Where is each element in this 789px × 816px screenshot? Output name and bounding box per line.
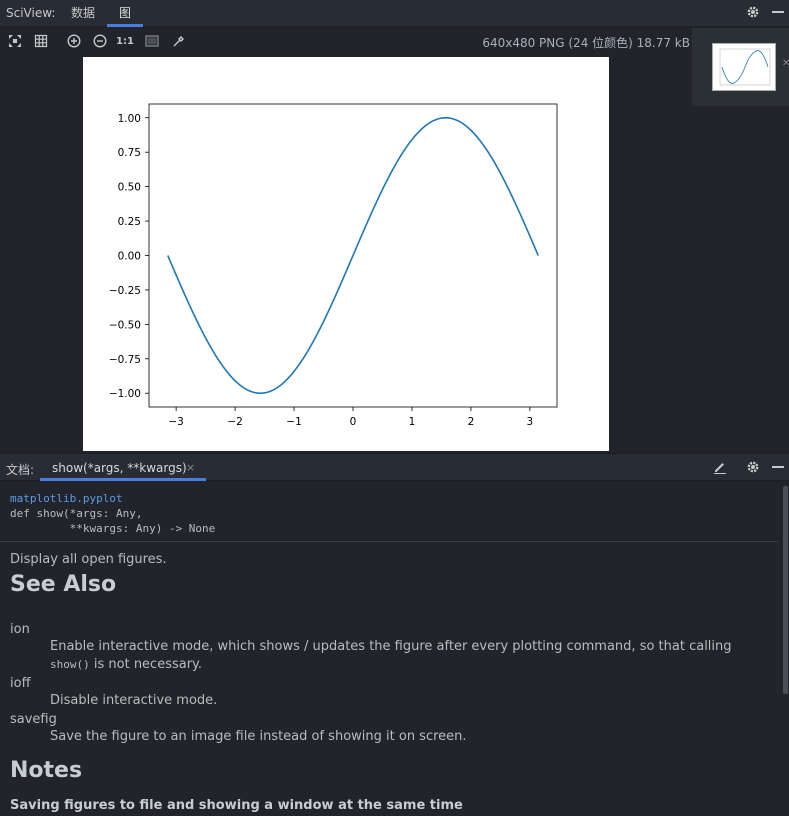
doc-signature-line: def show(*args: Any, (10, 507, 143, 520)
y-tick-label: 0.50 (118, 182, 141, 194)
tab-plots[interactable]: 图 (107, 0, 143, 27)
thumbnail-panel: ✕ (692, 28, 789, 106)
plot-thumbnail[interactable] (712, 43, 776, 91)
see-also-definition: Enable interactive mode, which shows / u… (50, 639, 732, 672)
zoom-in-icon[interactable] (65, 32, 83, 50)
x-tick-label: 1 (409, 416, 416, 428)
x-tick-label: −1 (286, 416, 301, 428)
see-also-definition: Save the figure to an image file instead… (50, 729, 467, 744)
doc-signature-line: **kwargs: Any) -> None (10, 522, 216, 535)
x-tick-label: 2 (468, 416, 475, 428)
doc-minimize-icon[interactable] (770, 460, 786, 476)
sciview-title: SciView: (6, 6, 56, 20)
y-tick-label: 0.75 (118, 147, 141, 159)
x-tick-label: −2 (227, 416, 242, 428)
x-tick-label: 3 (527, 416, 534, 428)
divider (0, 541, 778, 542)
documentation-header: 文档: show(*args, **kwargs) × (0, 453, 789, 481)
plot-image: 1.00 0.75 0.50 0.25 0.00 −0.25 −0.50 −0.75 −1.00… (83, 57, 609, 451)
y-tick-label: −0.25 (109, 285, 141, 297)
edit-pencil-icon[interactable] (712, 460, 728, 476)
background-icon[interactable] (143, 32, 161, 50)
documentation-content: matplotlib.pyplot def show(*args: Any, *… (0, 482, 782, 816)
doc-module-link[interactable]: matplotlib.pyplot (10, 492, 123, 505)
see-also-heading: See Also (10, 572, 117, 597)
zoom-out-icon[interactable] (91, 32, 109, 50)
image-info: 640x480 PNG (24 位颜色) 18.77 kB (482, 36, 690, 50)
documentation-title: 文档: (6, 463, 35, 477)
sine-chart: 1.00 0.75 0.50 0.25 0.00 −0.25 −0.50 −0.75 −1.00… (109, 103, 558, 428)
see-also-term: ioff (10, 676, 31, 691)
see-also-term: savefig (10, 712, 57, 727)
y-tick-label: −0.75 (109, 354, 141, 366)
color-picker-icon[interactable] (170, 32, 188, 50)
grid-icon[interactable] (32, 32, 50, 50)
x-tick-label: 0 (350, 416, 357, 428)
y-tick-label: 0.00 (118, 251, 141, 263)
notes-subheading: Saving figures to file and showing a win… (10, 798, 463, 813)
sciview-header: SciView: 数据 图 (0, 0, 789, 27)
doc-settings-gear-icon[interactable] (745, 460, 761, 476)
inline-code: show() (50, 658, 90, 671)
tab-data[interactable]: 数据 (70, 6, 95, 20)
doc-scrollbar[interactable] (782, 482, 789, 816)
y-tick-label: 1.00 (118, 113, 141, 125)
see-also-definition: Disable interactive mode. (50, 693, 218, 708)
x-tick-label: −3 (168, 416, 183, 428)
doc-tab-label: show(*args, **kwargs) (52, 461, 187, 475)
settings-gear-icon[interactable] (745, 5, 761, 21)
actual-size-icon[interactable]: 1:1 (116, 35, 134, 47)
doc-tab-close-icon[interactable]: × (186, 461, 196, 474)
see-also-term: ion (10, 622, 30, 637)
tab-show-doc[interactable]: show(*args, **kwargs) × (40, 454, 206, 481)
minimize-icon[interactable] (770, 5, 786, 21)
series-line-sin (167, 116, 539, 395)
y-tick-label: −0.50 (109, 319, 141, 331)
image-viewer-toolbar: 1:1 640x480 PNG (24 位颜色) 18.77 kB (0, 28, 692, 54)
y-tick-label: −1.00 (109, 388, 141, 400)
fit-screen-icon[interactable] (6, 32, 24, 50)
doc-summary: Display all open figures. (10, 552, 167, 567)
y-tick-label: 0.25 (118, 216, 141, 228)
notes-heading: Notes (10, 758, 83, 783)
doc-scrollbar-thumb[interactable] (783, 486, 788, 694)
thumbnail-close-icon[interactable]: ✕ (782, 58, 789, 69)
